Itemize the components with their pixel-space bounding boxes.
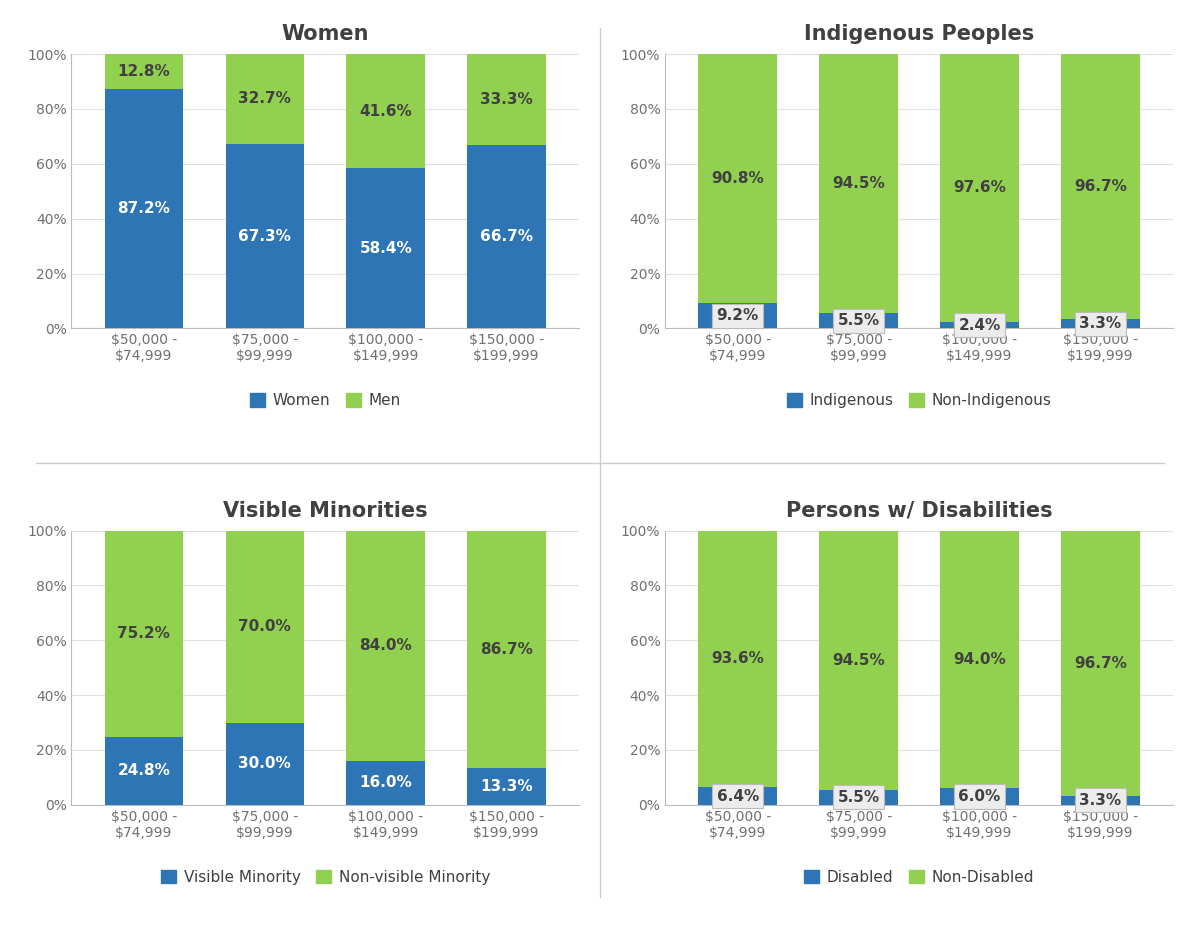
Text: 13.3%: 13.3% xyxy=(480,779,533,794)
Bar xyxy=(820,790,898,805)
Bar xyxy=(1061,55,1140,319)
Bar xyxy=(1061,796,1140,805)
Bar xyxy=(347,168,425,328)
Bar xyxy=(1061,531,1140,796)
Text: 94.5%: 94.5% xyxy=(833,176,886,191)
Title: Visible Minorities: Visible Minorities xyxy=(223,500,427,521)
Bar xyxy=(104,89,184,328)
Text: 5.5%: 5.5% xyxy=(838,790,880,805)
Text: 6.0%: 6.0% xyxy=(959,789,1001,804)
Text: 24.8%: 24.8% xyxy=(118,763,170,778)
Text: 75.2%: 75.2% xyxy=(118,626,170,641)
Text: 12.8%: 12.8% xyxy=(118,64,170,80)
Bar xyxy=(941,322,1019,328)
Title: Indigenous Peoples: Indigenous Peoples xyxy=(804,24,1034,44)
Text: 87.2%: 87.2% xyxy=(118,202,170,216)
Text: 9.2%: 9.2% xyxy=(716,308,758,323)
Title: Women: Women xyxy=(282,24,370,44)
Text: 90.8%: 90.8% xyxy=(712,171,764,186)
Bar xyxy=(104,531,184,737)
Bar xyxy=(698,55,778,303)
Text: 32.7%: 32.7% xyxy=(239,92,292,106)
Text: 3.3%: 3.3% xyxy=(1079,793,1122,808)
Bar xyxy=(467,55,546,145)
Bar xyxy=(467,145,546,328)
Bar xyxy=(698,531,778,787)
Bar xyxy=(347,55,425,168)
Text: 96.7%: 96.7% xyxy=(1074,656,1127,671)
Text: 67.3%: 67.3% xyxy=(239,228,292,243)
Legend: Disabled, Non-Disabled: Disabled, Non-Disabled xyxy=(804,870,1034,885)
Bar xyxy=(820,314,898,328)
Text: 94.5%: 94.5% xyxy=(833,653,886,668)
Bar xyxy=(1061,319,1140,328)
Bar xyxy=(226,722,304,805)
Bar xyxy=(226,143,304,328)
Text: 6.4%: 6.4% xyxy=(716,788,758,804)
Text: 93.6%: 93.6% xyxy=(712,651,764,666)
Text: 86.7%: 86.7% xyxy=(480,642,533,657)
Bar xyxy=(104,55,184,89)
Text: 66.7%: 66.7% xyxy=(480,229,533,244)
Legend: Indigenous, Non-Indigenous: Indigenous, Non-Indigenous xyxy=(787,393,1051,409)
Legend: Women, Men: Women, Men xyxy=(250,393,401,409)
Bar xyxy=(820,531,898,790)
Bar xyxy=(226,531,304,722)
Text: 16.0%: 16.0% xyxy=(359,775,412,790)
Title: Persons w/ Disabilities: Persons w/ Disabilities xyxy=(786,500,1052,521)
Bar xyxy=(941,531,1019,788)
Bar xyxy=(467,769,546,805)
Legend: Visible Minority, Non-visible Minority: Visible Minority, Non-visible Minority xyxy=(161,870,490,885)
Bar xyxy=(347,761,425,805)
Bar xyxy=(941,788,1019,805)
Text: 58.4%: 58.4% xyxy=(359,240,412,256)
Text: 30.0%: 30.0% xyxy=(239,756,292,771)
Text: 97.6%: 97.6% xyxy=(953,180,1006,195)
Bar xyxy=(104,737,184,805)
Text: 84.0%: 84.0% xyxy=(359,638,412,653)
Text: 3.3%: 3.3% xyxy=(1079,316,1122,331)
Bar xyxy=(698,303,778,328)
Bar xyxy=(941,55,1019,322)
Bar xyxy=(226,55,304,143)
Bar xyxy=(820,55,898,314)
Text: 41.6%: 41.6% xyxy=(359,104,412,118)
Text: 5.5%: 5.5% xyxy=(838,314,880,328)
Text: 96.7%: 96.7% xyxy=(1074,179,1127,194)
Text: 94.0%: 94.0% xyxy=(953,652,1006,667)
Text: 70.0%: 70.0% xyxy=(239,619,292,634)
Text: 33.3%: 33.3% xyxy=(480,92,533,107)
Bar xyxy=(698,787,778,805)
Text: 2.4%: 2.4% xyxy=(959,317,1001,333)
Bar xyxy=(347,531,425,761)
Bar xyxy=(467,531,546,769)
